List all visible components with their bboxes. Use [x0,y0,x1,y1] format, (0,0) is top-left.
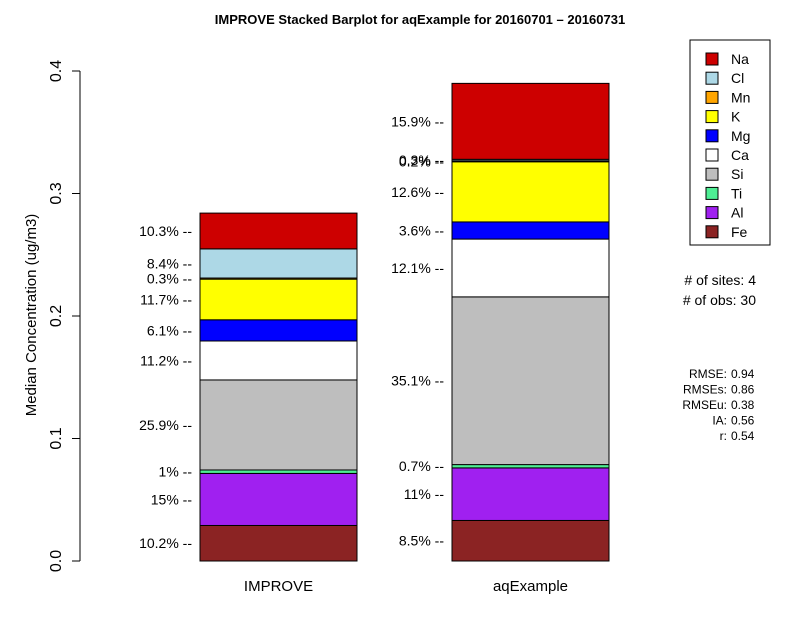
stat-label: RMSEs: [683,383,727,397]
legend-label-ca: Ca [731,147,749,163]
y-tick-label: 0.2 [48,305,65,327]
chart-title: IMPROVE Stacked Barplot for aqExample fo… [215,12,625,27]
legend-swatch-si [705,167,719,181]
percent-label-fe: 10.2% -- [139,535,192,551]
percent-labels: 10.2% -- 15% -- 1% -- 25.9% -- 11.2% -- 6.1% … [139,113,444,551]
legend-label-na: Na [731,51,749,67]
legend-label-mg: Mg [731,128,750,144]
stat-label: RMSE: [689,367,727,381]
bar-segment-k [451,161,610,223]
bar-segment-na [199,212,358,250]
percent-label-k: 11.7% -- [140,291,192,307]
stat-label: r: [720,429,727,443]
sites-count: # of sites: 4 [684,272,756,288]
legend-swatch-fe [705,225,719,239]
legend-swatch-na [705,52,719,66]
legend-label-mn: Mn [731,89,750,105]
bar-segment-ca [451,238,610,298]
bar-segment-si [199,379,358,471]
legend-label-fe: Fe [731,224,748,240]
legend-box [689,39,771,246]
percent-label-fe: 8.5% -- [399,533,444,549]
bar-segment-na [451,82,610,160]
stat-value: 0.38 [731,398,755,412]
legend-swatch-cl [705,71,719,85]
percent-label-al: 15% -- [151,491,193,507]
legend-swatch-ti [705,186,719,200]
legend: Na Cl Mn K Mg Ca Si Ti Al Fe [689,39,771,246]
legend-swatch-mg [705,129,719,143]
bar-segment-fe [451,519,610,562]
stat-value: 0.56 [731,414,755,428]
y-tick-label: 0.3 [48,182,65,204]
bar-segment-ca [199,340,358,381]
bar-segment-mg [451,221,610,240]
category-label: IMPROVE [244,578,313,595]
category-labels: IMPROVE aqExample [244,578,568,595]
percent-label-al: 11% -- [404,486,445,502]
percent-label-mg: 6.1% -- [147,322,192,338]
bar-segment-cl [199,248,358,279]
bar-segment-k [199,278,358,321]
percent-label-mn: 0.3% -- [147,271,192,287]
percent-label-mg: 3.6% -- [399,222,444,238]
category-label: aqExample [493,578,568,595]
bar-segment-si [451,296,610,466]
obs-count: # of obs: 30 [683,292,756,308]
legend-label-ti: Ti [731,185,742,201]
percent-label-ca: 12.1% -- [391,260,444,276]
percent-label-si: 35.1% -- [391,373,444,389]
percent-label-si: 25.9% -- [139,417,192,433]
legend-label-cl: Cl [731,70,744,86]
percent-label-cl: 0.3% -- [399,152,444,168]
legend-label-si: Si [731,166,743,182]
legend-swatch-k [705,110,719,124]
percent-label-na: 15.9% -- [391,113,444,129]
stat-label: IA: [712,414,727,428]
bar-segment-al [199,472,358,526]
y-tick-label: 0.1 [48,427,65,449]
stat-value: 0.54 [731,429,755,443]
percent-label-cl: 8.4% -- [147,255,192,271]
percent-label-ti: 0.7% -- [399,458,444,474]
y-tick-label: 0.0 [48,550,65,572]
stat-label: RMSEu: [682,398,727,412]
bar-segment-al [451,467,610,521]
percent-label-mn: 0.2% -- [399,153,444,169]
legend-label-al: Al [731,205,743,221]
bar-segment-fe [199,524,358,562]
bar-segment-ti [199,469,358,474]
legend-swatch-mn [705,90,719,104]
y-axis-label: Median Concentration (ug/m3) [23,214,40,417]
y-axis-ticks: 0.0 0.1 0.2 0.3 0.4 [48,60,80,572]
stats-block: RMSE: 0.94 RMSEs: 0.86 RMSEu: 0.38 IA: 0.56 r: 0.… [682,367,754,443]
bar-stacks [199,82,610,562]
legend-items: Na Cl Mn K Mg Ca Si Ti Al Fe [705,51,750,240]
legend-swatch-ca [705,148,719,162]
percent-label-k: 12.6% -- [391,184,444,200]
percent-label-ca: 11.2% -- [140,352,192,368]
stat-value: 0.94 [731,367,755,381]
percent-label-ti: 1% -- [159,464,193,480]
stat-value: 0.86 [731,383,755,397]
y-tick-label: 0.4 [48,60,65,82]
legend-swatch-al [705,206,719,220]
bar-segment-mg [199,319,358,342]
legend-label-k: K [731,109,741,125]
percent-label-na: 10.3% -- [139,223,192,239]
